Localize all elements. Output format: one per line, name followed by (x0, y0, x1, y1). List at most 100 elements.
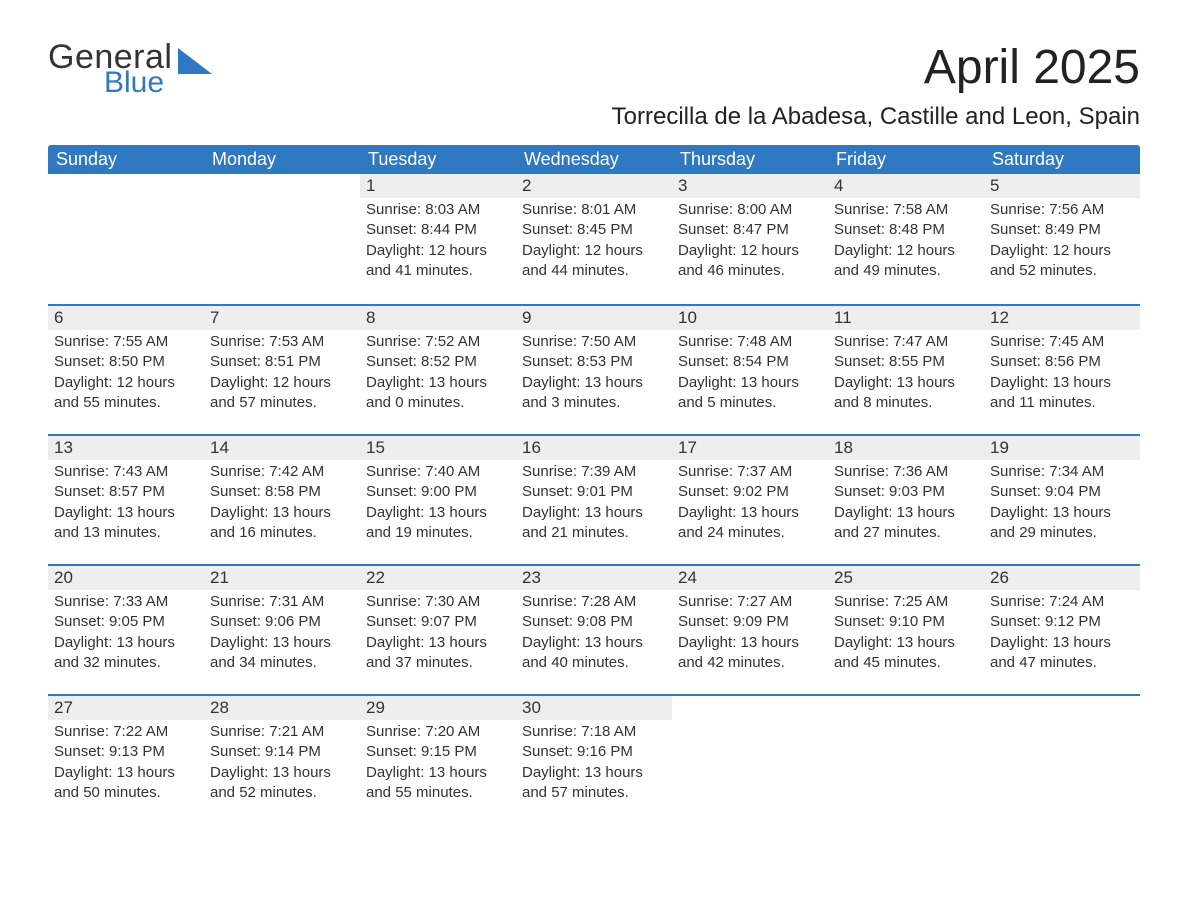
sunset-text: Sunset: 9:08 PM (522, 612, 666, 632)
calendar-week-row: 6Sunrise: 7:55 AMSunset: 8:50 PMDaylight… (48, 304, 1140, 434)
day-number (828, 694, 984, 718)
day-details: Sunrise: 7:21 AMSunset: 9:14 PMDaylight:… (204, 720, 360, 815)
daylight-text: Daylight: 13 hours and 42 minutes. (678, 633, 822, 674)
calendar-week-row: 1Sunrise: 8:03 AMSunset: 8:44 PMDaylight… (48, 174, 1140, 304)
weekday-header: Thursday (672, 145, 828, 174)
calendar-day-cell: 6Sunrise: 7:55 AMSunset: 8:50 PMDaylight… (48, 304, 204, 434)
day-number (48, 174, 204, 198)
daylight-text: Daylight: 13 hours and 24 minutes. (678, 503, 822, 544)
calendar-day-cell: 23Sunrise: 7:28 AMSunset: 9:08 PMDayligh… (516, 564, 672, 694)
day-details: Sunrise: 7:40 AMSunset: 9:00 PMDaylight:… (360, 460, 516, 555)
calendar-day-cell: 3Sunrise: 8:00 AMSunset: 8:47 PMDaylight… (672, 174, 828, 304)
calendar-day-cell (48, 174, 204, 304)
sunrise-text: Sunrise: 7:42 AM (210, 462, 354, 482)
document-header: General Blue April 2025 Torrecilla de la… (48, 40, 1140, 131)
sunrise-text: Sunrise: 8:01 AM (522, 200, 666, 220)
calendar-day-cell: 18Sunrise: 7:36 AMSunset: 9:03 PMDayligh… (828, 434, 984, 564)
sunrise-text: Sunrise: 7:27 AM (678, 592, 822, 612)
daylight-text: Daylight: 12 hours and 57 minutes. (210, 373, 354, 414)
day-details (828, 718, 984, 732)
day-number: 15 (360, 434, 516, 460)
calendar-day-cell: 26Sunrise: 7:24 AMSunset: 9:12 PMDayligh… (984, 564, 1140, 694)
daylight-text: Daylight: 13 hours and 5 minutes. (678, 373, 822, 414)
day-number: 28 (204, 694, 360, 720)
sunset-text: Sunset: 8:54 PM (678, 352, 822, 372)
day-details: Sunrise: 7:36 AMSunset: 9:03 PMDaylight:… (828, 460, 984, 555)
day-number: 14 (204, 434, 360, 460)
sunset-text: Sunset: 8:49 PM (990, 220, 1134, 240)
calendar-day-cell: 16Sunrise: 7:39 AMSunset: 9:01 PMDayligh… (516, 434, 672, 564)
day-details: Sunrise: 7:31 AMSunset: 9:06 PMDaylight:… (204, 590, 360, 685)
daylight-text: Daylight: 13 hours and 34 minutes. (210, 633, 354, 674)
daylight-text: Daylight: 13 hours and 47 minutes. (990, 633, 1134, 674)
calendar-day-cell: 10Sunrise: 7:48 AMSunset: 8:54 PMDayligh… (672, 304, 828, 434)
day-details: Sunrise: 7:56 AMSunset: 8:49 PMDaylight:… (984, 198, 1140, 293)
day-details: Sunrise: 7:18 AMSunset: 9:16 PMDaylight:… (516, 720, 672, 815)
daylight-text: Daylight: 13 hours and 32 minutes. (54, 633, 198, 674)
calendar-day-cell: 11Sunrise: 7:47 AMSunset: 8:55 PMDayligh… (828, 304, 984, 434)
day-number: 10 (672, 304, 828, 330)
day-number: 21 (204, 564, 360, 590)
day-details: Sunrise: 7:39 AMSunset: 9:01 PMDaylight:… (516, 460, 672, 555)
sunset-text: Sunset: 8:45 PM (522, 220, 666, 240)
calendar-day-cell: 21Sunrise: 7:31 AMSunset: 9:06 PMDayligh… (204, 564, 360, 694)
day-number: 11 (828, 304, 984, 330)
day-details: Sunrise: 7:28 AMSunset: 9:08 PMDaylight:… (516, 590, 672, 685)
calendar-day-cell: 29Sunrise: 7:20 AMSunset: 9:15 PMDayligh… (360, 694, 516, 824)
day-number: 4 (828, 174, 984, 198)
day-details: Sunrise: 7:53 AMSunset: 8:51 PMDaylight:… (204, 330, 360, 425)
calendar-day-cell: 28Sunrise: 7:21 AMSunset: 9:14 PMDayligh… (204, 694, 360, 824)
brand-word-2: Blue (104, 68, 164, 98)
calendar-day-cell: 8Sunrise: 7:52 AMSunset: 8:52 PMDaylight… (360, 304, 516, 434)
daylight-text: Daylight: 13 hours and 0 minutes. (366, 373, 510, 414)
daylight-text: Daylight: 13 hours and 45 minutes. (834, 633, 978, 674)
sunrise-text: Sunrise: 7:45 AM (990, 332, 1134, 352)
sunset-text: Sunset: 8:51 PM (210, 352, 354, 372)
weekday-header: Monday (204, 145, 360, 174)
calendar-day-cell (828, 694, 984, 824)
day-number: 6 (48, 304, 204, 330)
day-details: Sunrise: 7:52 AMSunset: 8:52 PMDaylight:… (360, 330, 516, 425)
calendar-day-cell: 27Sunrise: 7:22 AMSunset: 9:13 PMDayligh… (48, 694, 204, 824)
sunset-text: Sunset: 8:58 PM (210, 482, 354, 502)
daylight-text: Daylight: 13 hours and 55 minutes. (366, 763, 510, 804)
day-number: 30 (516, 694, 672, 720)
day-number: 1 (360, 174, 516, 198)
calendar-day-cell: 14Sunrise: 7:42 AMSunset: 8:58 PMDayligh… (204, 434, 360, 564)
daylight-text: Daylight: 13 hours and 21 minutes. (522, 503, 666, 544)
calendar-day-cell: 19Sunrise: 7:34 AMSunset: 9:04 PMDayligh… (984, 434, 1140, 564)
sunset-text: Sunset: 9:12 PM (990, 612, 1134, 632)
day-number: 18 (828, 434, 984, 460)
day-details (672, 718, 828, 732)
day-number: 5 (984, 174, 1140, 198)
daylight-text: Daylight: 13 hours and 50 minutes. (54, 763, 198, 804)
calendar-day-cell: 24Sunrise: 7:27 AMSunset: 9:09 PMDayligh… (672, 564, 828, 694)
calendar-day-cell: 2Sunrise: 8:01 AMSunset: 8:45 PMDaylight… (516, 174, 672, 304)
sunset-text: Sunset: 8:48 PM (834, 220, 978, 240)
day-number: 17 (672, 434, 828, 460)
calendar-day-cell: 15Sunrise: 7:40 AMSunset: 9:00 PMDayligh… (360, 434, 516, 564)
calendar-body: 1Sunrise: 8:03 AMSunset: 8:44 PMDaylight… (48, 174, 1140, 824)
calendar-day-cell (984, 694, 1140, 824)
sunset-text: Sunset: 9:03 PM (834, 482, 978, 502)
day-number: 7 (204, 304, 360, 330)
day-details: Sunrise: 7:30 AMSunset: 9:07 PMDaylight:… (360, 590, 516, 685)
daylight-text: Daylight: 12 hours and 55 minutes. (54, 373, 198, 414)
sunrise-text: Sunrise: 7:47 AM (834, 332, 978, 352)
calendar-document: General Blue April 2025 Torrecilla de la… (0, 0, 1188, 918)
calendar-week-row: 20Sunrise: 7:33 AMSunset: 9:05 PMDayligh… (48, 564, 1140, 694)
day-number: 2 (516, 174, 672, 198)
day-details (204, 198, 360, 212)
calendar-day-cell: 25Sunrise: 7:25 AMSunset: 9:10 PMDayligh… (828, 564, 984, 694)
day-details (48, 198, 204, 212)
daylight-text: Daylight: 12 hours and 41 minutes. (366, 241, 510, 282)
day-details (984, 718, 1140, 732)
sunset-text: Sunset: 9:06 PM (210, 612, 354, 632)
day-number: 9 (516, 304, 672, 330)
daylight-text: Daylight: 13 hours and 57 minutes. (522, 763, 666, 804)
sunrise-text: Sunrise: 7:56 AM (990, 200, 1134, 220)
day-details: Sunrise: 8:01 AMSunset: 8:45 PMDaylight:… (516, 198, 672, 293)
day-details: Sunrise: 7:47 AMSunset: 8:55 PMDaylight:… (828, 330, 984, 425)
weekday-header: Tuesday (360, 145, 516, 174)
day-number: 27 (48, 694, 204, 720)
